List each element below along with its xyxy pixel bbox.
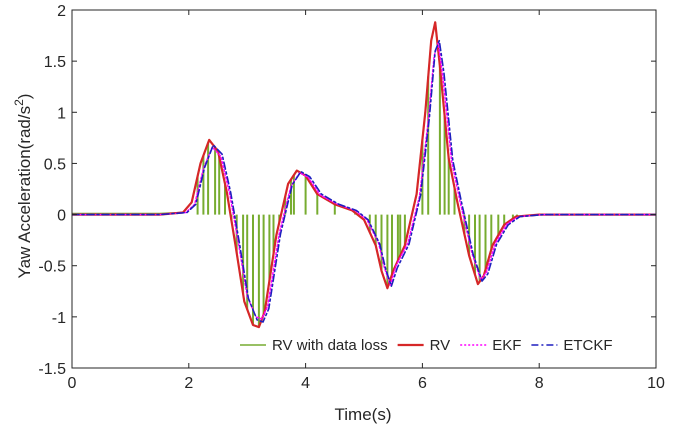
- x-tick-label: 8: [535, 375, 544, 392]
- legend-label-rv-with-data-loss: RV with data loss: [272, 337, 388, 354]
- x-tick-label: 2: [184, 375, 193, 392]
- series-etckf: [72, 39, 656, 323]
- axes-frame: [71, 9, 657, 369]
- y-tick-label: 2: [57, 3, 66, 20]
- y-axis-label-close: ): [15, 94, 34, 100]
- x-tick-label: 6: [418, 375, 427, 392]
- y-tick-label: -1: [52, 310, 66, 327]
- y-tick-label: 0: [57, 208, 66, 225]
- legend-background: [233, 331, 654, 359]
- axes: [71, 9, 657, 369]
- x-tick-label: 4: [301, 375, 310, 392]
- legend-label-etckf: ETCKF: [563, 337, 612, 354]
- legend: RV with data loss RV EKF ETCKF: [233, 331, 654, 359]
- series-line-etckf: [72, 39, 656, 323]
- y-axis-label-group: Yaw Acceleration(rad/s2): [12, 94, 34, 279]
- y-tick-label: 1: [57, 105, 66, 122]
- legend-label-rv: RV: [430, 337, 451, 354]
- y-tick-label: -0.5: [38, 259, 66, 276]
- legend-label-ekf: EKF: [492, 337, 521, 354]
- plot-area: [72, 21, 656, 329]
- y-tick-label: 1.5: [44, 54, 66, 71]
- y-axis-label: Yaw Acceleration(rad/s2): [12, 94, 34, 279]
- x-axis-label: Time(s): [335, 405, 392, 424]
- x-tick-label: 10: [647, 375, 665, 392]
- y-tick-label: -1.5: [38, 361, 66, 378]
- series-rv: [72, 21, 656, 329]
- y-axis-label-main: Yaw Acceleration(rad/s: [15, 106, 34, 279]
- y-axis-label-superscript: 2: [12, 99, 26, 106]
- series-line-rv: [72, 21, 656, 329]
- tick-labels: 0 2 4 6 8 10 -1.5 -1 -0.5 0 0.5 1 1.5 2: [38, 3, 665, 392]
- y-tick-label: 0.5: [44, 156, 66, 173]
- x-tick-label: 0: [68, 375, 77, 392]
